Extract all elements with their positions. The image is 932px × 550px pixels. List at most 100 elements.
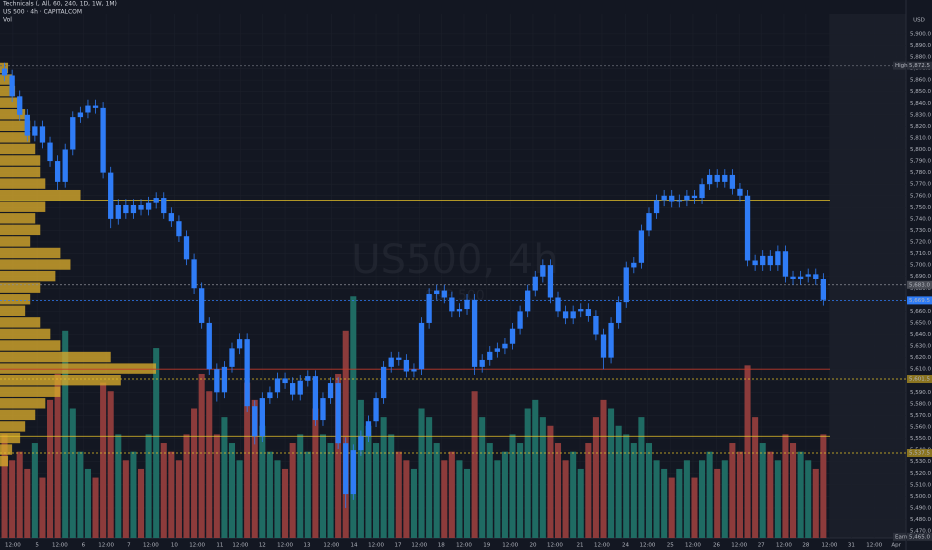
x-tick-label: Apr xyxy=(891,543,901,549)
volume-bar xyxy=(9,460,16,538)
candle-body xyxy=(487,351,493,360)
volume-bar xyxy=(312,408,319,538)
candle-body xyxy=(653,200,660,214)
volume-bar xyxy=(592,417,599,538)
volume-bar xyxy=(175,460,182,538)
volume-profile-row xyxy=(0,409,36,421)
candle-body xyxy=(153,198,159,203)
price-tag-box xyxy=(893,532,906,541)
x-tick-label: 12:00 xyxy=(866,543,882,549)
x-tick-label: 25 xyxy=(667,543,674,549)
price-label: 5,669.5 xyxy=(909,298,930,304)
candle-body xyxy=(123,205,129,214)
watermark: US500, 4h xyxy=(351,237,558,283)
candle-body xyxy=(797,276,804,279)
y-tick-label: 5,570.0 xyxy=(910,413,931,419)
candle-body xyxy=(684,195,690,201)
volume-bar xyxy=(31,443,38,538)
volume-bar xyxy=(47,399,54,538)
volume-bar xyxy=(729,443,736,538)
volume-bar xyxy=(736,451,743,538)
volume-profile-row xyxy=(0,305,26,316)
volume-profile-row xyxy=(0,363,157,374)
candle-body xyxy=(676,200,682,202)
candle-body xyxy=(449,297,455,312)
x-tick-label: 12:00 xyxy=(5,543,21,549)
price-label-box xyxy=(907,61,932,70)
candle-body xyxy=(206,322,212,370)
x-tick-label: 24 xyxy=(622,543,629,549)
volume-bar xyxy=(115,434,122,538)
volume-bar xyxy=(479,417,486,538)
volume-bar xyxy=(213,434,220,538)
candle-body xyxy=(274,378,281,393)
y-tick-label: 5,510.0 xyxy=(910,482,931,488)
volume-profile-row xyxy=(0,340,61,351)
candle-body xyxy=(646,213,652,231)
currency[interactable]: USD xyxy=(913,18,925,24)
candle-body xyxy=(138,205,144,210)
candle-body xyxy=(115,205,121,219)
y-tick-label: 5,770.0 xyxy=(910,182,931,188)
candle-body xyxy=(411,369,417,372)
volume-profile-row xyxy=(0,155,41,166)
candle-body xyxy=(631,262,637,268)
volume-bar xyxy=(357,399,364,538)
volume-bar xyxy=(653,460,660,538)
candle-body xyxy=(790,276,796,279)
candle-body xyxy=(578,309,584,312)
candle-body xyxy=(62,149,68,182)
volume-bar xyxy=(676,468,683,538)
candle-body xyxy=(525,290,531,312)
volume-profile-row xyxy=(0,294,31,305)
candle-body xyxy=(145,202,152,210)
y-tick-label: 5,620.0 xyxy=(910,355,931,361)
volume-profile-row xyxy=(0,120,31,131)
candle-body xyxy=(593,316,599,335)
y-tick-label: 5,710.0 xyxy=(910,251,931,257)
volume-bar xyxy=(373,443,380,538)
candle-body xyxy=(244,339,250,407)
candle-body xyxy=(327,383,334,399)
y-tick-label: 5,700.0 xyxy=(910,263,931,269)
volume-bar xyxy=(426,417,433,538)
candle-body xyxy=(714,174,720,182)
volume-bar xyxy=(395,451,402,538)
candle-body xyxy=(54,161,61,182)
candle-body xyxy=(775,251,781,266)
candle-body xyxy=(108,172,114,219)
symbol-title[interactable]: US 500 · 4h · CAPITALCOM xyxy=(3,9,82,16)
price-tag: Earn xyxy=(895,534,908,540)
volume-bar xyxy=(350,296,357,538)
x-tick-label: 28 xyxy=(802,543,809,549)
future-area xyxy=(830,14,906,538)
volume-profile-row xyxy=(0,189,81,201)
volume-bar xyxy=(608,408,615,538)
volume-bar xyxy=(319,434,327,538)
candle-body xyxy=(494,348,501,352)
x-tick-label: 12:00 xyxy=(98,543,114,549)
x-tick-label: 12:00 xyxy=(640,543,656,549)
volume-profile-row xyxy=(0,62,9,74)
volume-bar xyxy=(744,365,751,538)
candle-body xyxy=(388,357,394,367)
volume-legend[interactable]: Vol xyxy=(3,17,12,24)
y-tick-label: 5,650.0 xyxy=(910,320,931,326)
volume-bar xyxy=(274,460,281,538)
volume-bar xyxy=(228,443,236,538)
candle-body xyxy=(365,421,372,437)
volume-bar xyxy=(638,417,645,538)
candle-body xyxy=(502,343,508,349)
candle-body xyxy=(782,251,789,277)
candle-body xyxy=(509,328,516,344)
candle-body xyxy=(297,380,303,395)
volume-bar xyxy=(501,451,508,538)
volume-bar xyxy=(570,451,577,538)
x-tick-label: 21 xyxy=(576,543,583,549)
volume-bar xyxy=(365,425,372,538)
x-tick-label: 7 xyxy=(127,543,131,549)
candle-body xyxy=(767,255,773,266)
indicator-legend[interactable]: Technicals (, All, 60, 240, 1D, 1W, 1M) xyxy=(2,1,117,8)
candle-body xyxy=(343,443,349,495)
volume-bar xyxy=(630,443,637,538)
